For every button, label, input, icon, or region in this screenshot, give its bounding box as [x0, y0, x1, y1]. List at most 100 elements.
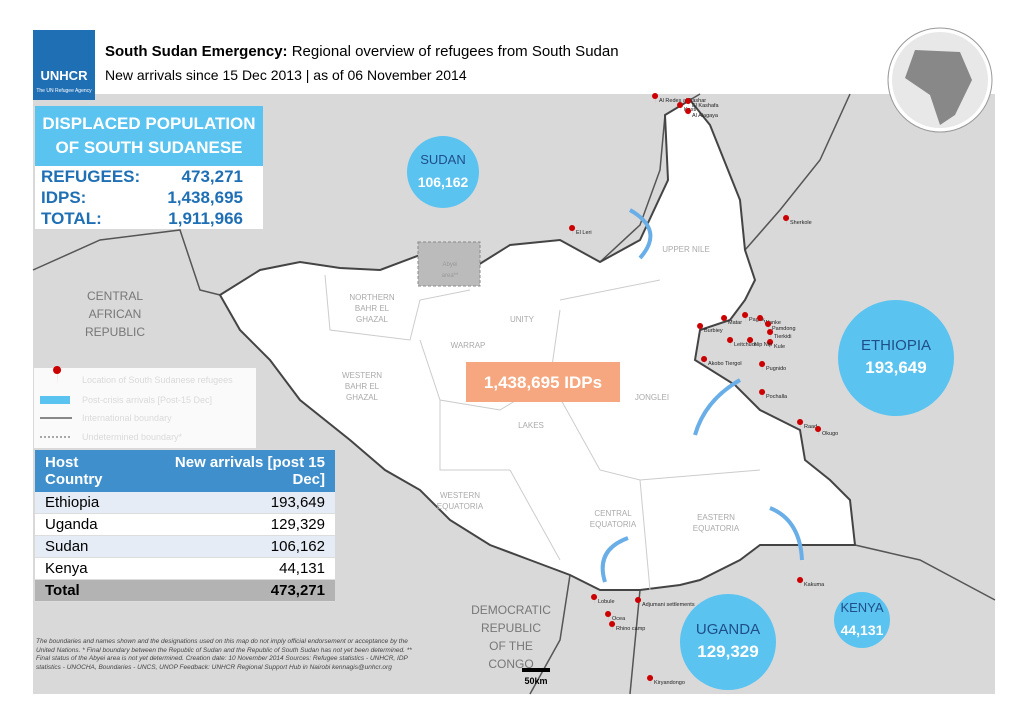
- refugee-pin: [759, 389, 766, 400]
- summary-row: TOTAL: 1,911,966: [35, 208, 263, 229]
- place-label: Al Redes al Bashar: [659, 98, 706, 104]
- bubble: [407, 136, 479, 208]
- place-label: Sherkole: [790, 220, 812, 226]
- th: Host Country: [35, 450, 146, 492]
- refugee-pin: [767, 339, 774, 350]
- cell: 129,329: [145, 513, 335, 536]
- refugee-pin: [697, 323, 704, 334]
- country-label: DEMOCRATIC REPUBLIC OF THE CONGO: [471, 603, 551, 671]
- legend-swatch: [40, 396, 70, 404]
- title: South Sudan Emergency: Regional overview…: [105, 43, 619, 60]
- bubble-country: SUDAN: [420, 152, 466, 167]
- cell: Total: [35, 579, 146, 602]
- state-label: LAKES: [518, 421, 544, 430]
- scale-label: 50km: [524, 676, 547, 686]
- place-label: Matar: [728, 320, 742, 326]
- title-rest: Regional overview of refugees from South…: [292, 43, 619, 60]
- refugee-pin: [685, 108, 692, 119]
- bubble-country: KENYA: [840, 600, 883, 615]
- refugee-pin: [685, 98, 692, 109]
- state-label: WESTERN BAHR EL GHAZAL: [342, 371, 382, 402]
- place-label: Al Alagaya: [692, 113, 719, 119]
- refugee-pin: [797, 419, 804, 430]
- state-label: NORTHERN BAHR EL GHAZAL: [349, 293, 394, 324]
- place-label: Nip Nip: [754, 342, 772, 348]
- state-label: CENTRAL EQUATORIA: [590, 509, 637, 529]
- place-label: Lobule: [598, 599, 615, 605]
- refugee-pin: [747, 337, 754, 348]
- refugee-pin: [591, 594, 598, 605]
- idp-label: 1,438,695 IDPs: [484, 373, 602, 392]
- place-label: Okugo: [822, 431, 838, 437]
- bubble-value: 44,131: [841, 622, 884, 638]
- state-label: WARRAP: [451, 341, 486, 350]
- cell: 473,271: [145, 579, 335, 602]
- refugee-pin: [797, 577, 804, 588]
- legend-pin: [53, 366, 62, 386]
- place-label: Kiryandongo: [654, 680, 685, 686]
- cell: 106,162: [145, 535, 335, 558]
- state-label: UNITY: [510, 315, 535, 324]
- refugee-pin: [701, 356, 708, 367]
- refugee-pin: [765, 321, 772, 332]
- refugee-pin: [569, 225, 576, 236]
- label: TOTAL:: [41, 209, 102, 228]
- country-label: CENTRAL AFRICAN REPUBLIC: [85, 289, 145, 339]
- refugee-pin: [721, 315, 728, 326]
- place-label: Akobo Tiergol: [708, 361, 742, 367]
- host-table: Host Country New arrivals [post 15 Dec] E…: [35, 450, 335, 602]
- cell: Sudan: [35, 535, 146, 558]
- place-label: Leitchuor: [734, 342, 757, 348]
- refugee-pin: [647, 675, 654, 686]
- state-label: UPPER NILE: [662, 245, 710, 254]
- refugee-pin: [815, 426, 822, 437]
- refugee-pin: [605, 611, 612, 622]
- place-label: Wanke: [764, 320, 781, 326]
- cell: 193,649: [145, 492, 335, 514]
- refugee-pin: [652, 93, 659, 104]
- logo-box: [33, 30, 95, 100]
- cell: Uganda: [35, 513, 146, 536]
- place-label: Pochalla: [766, 394, 788, 400]
- footnote: The boundaries and names shown and the d…: [36, 638, 412, 671]
- subtitle: New arrivals since 15 Dec 2013 | as of 0…: [105, 67, 467, 83]
- idp-box: [466, 362, 620, 402]
- place-label: Pamdong: [772, 326, 796, 332]
- place-label: Tierkidi: [774, 334, 792, 340]
- summary: DISPLACED POPULATION OF SOUTH SUDANESE R…: [35, 106, 263, 229]
- place-label: Pugnido: [766, 366, 786, 372]
- bubble-value: 106,162: [418, 174, 469, 190]
- refugee-pin: [783, 215, 790, 226]
- logo-tagline: The UN Refugee Agency: [36, 88, 92, 94]
- state-label: WESTERN EQUATORIA: [437, 491, 484, 511]
- cell: Kenya: [35, 557, 146, 580]
- bubble: [834, 592, 890, 648]
- state-boundaries: [324, 274, 761, 591]
- cell: Ethiopia: [35, 492, 146, 514]
- scale-bar: [522, 668, 550, 672]
- title-bold: South Sudan Emergency:: [105, 43, 288, 60]
- place-label: El Kashafa: [692, 103, 720, 109]
- place-label: Ocea: [612, 616, 626, 622]
- refugee-pin: [742, 312, 749, 323]
- refugee-pin: [677, 102, 684, 113]
- abyei: [417, 241, 481, 287]
- value: 473,271: [181, 167, 243, 186]
- refugee-pin: [727, 337, 734, 348]
- place-label: Rhino camp: [616, 626, 645, 632]
- state-label: JONGLEI: [635, 393, 669, 402]
- label: REFUGEES:: [41, 167, 141, 186]
- bubble: [838, 300, 954, 416]
- arrows: [600, 208, 804, 583]
- summary-row: REFUGEES: 473,271: [35, 166, 263, 187]
- globe-africa: [905, 50, 972, 125]
- summary-row: IDPS: 1,438,695: [35, 187, 263, 208]
- bubble-country: UGANDA: [696, 621, 760, 638]
- bubble-country: ETHIOPIA: [861, 337, 931, 354]
- place-label: Adjumani settlements: [642, 602, 695, 608]
- cell: 44,131: [145, 557, 335, 580]
- value: 1,438,695: [167, 188, 243, 207]
- legend-box: [34, 368, 256, 448]
- bubble-value: 129,329: [697, 642, 758, 661]
